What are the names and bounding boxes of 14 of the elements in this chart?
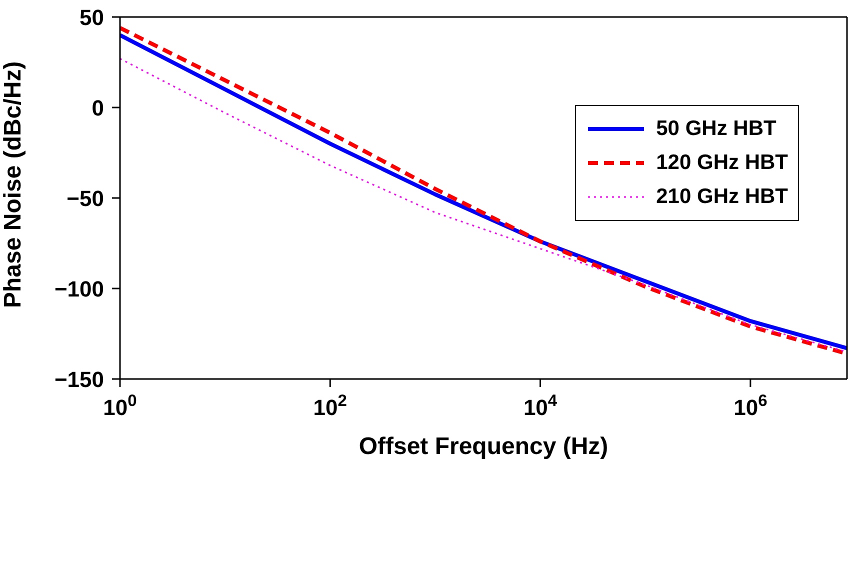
y-tick-label: 50 (80, 5, 104, 30)
y-axis-title: Phase Noise (dBc/Hz) (0, 61, 27, 308)
x-tick-label: 10$^{4}$ (523, 392, 558, 420)
y-tick-label: −100 (54, 276, 104, 302)
y-tick-label: 0 (92, 96, 104, 120)
y-tick-label: −150 (54, 367, 104, 392)
x-tick-label: 10$^{0}$ (103, 392, 137, 420)
x-tick-label: 10$^{6}$ (734, 392, 768, 420)
x-tick-label: 10$^{2}$ (313, 392, 347, 420)
legend-label: 210 GHz HBT (656, 185, 788, 209)
y-tick-label: −50 (66, 186, 104, 211)
legend-label: 50 GHz HBT (656, 117, 776, 141)
x-axis-title: Offset Frequency (Hz) (358, 433, 608, 460)
legend-label: 120 GHz HBT (656, 151, 788, 175)
